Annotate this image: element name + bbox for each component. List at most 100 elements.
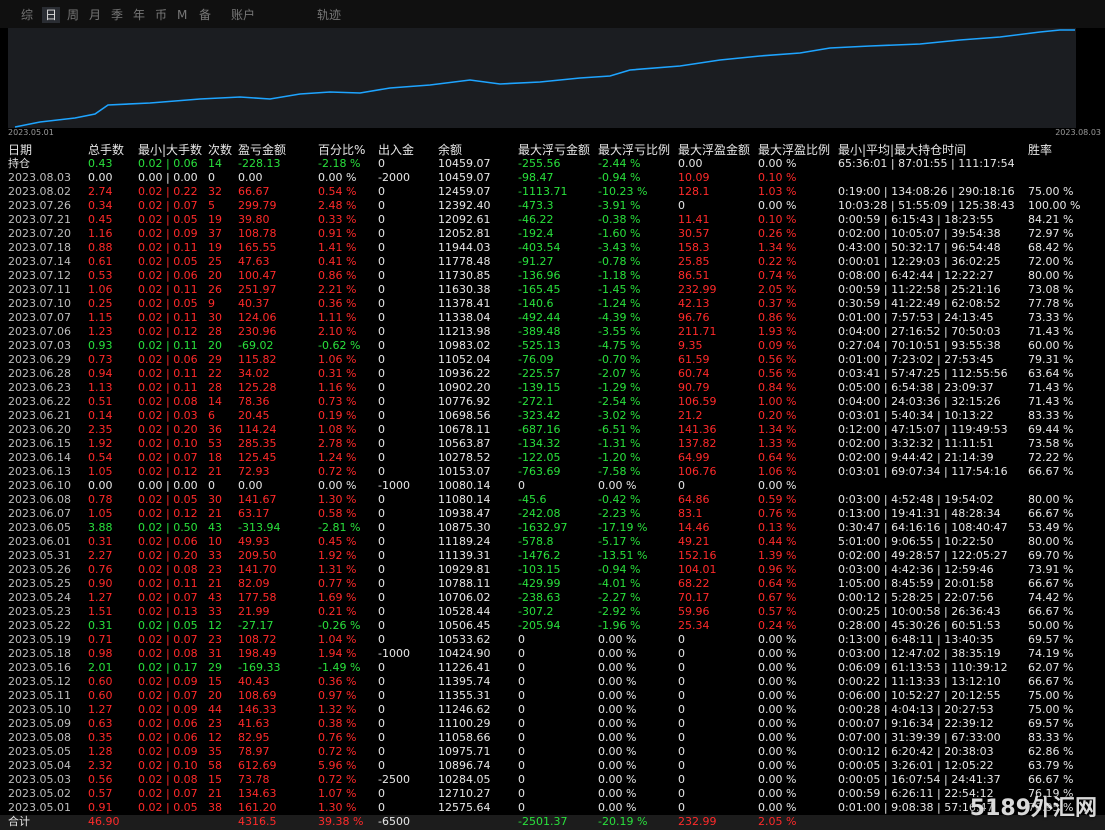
table-cell: 0.21 % [318, 605, 357, 618]
table-cell: 0.61 [88, 255, 113, 268]
table-cell: 11944.03 [438, 241, 491, 254]
row-date: 2023.05.10 [8, 703, 71, 716]
table-cell: 60.74 [678, 367, 710, 380]
table-cell: -2.92 % [598, 605, 641, 618]
table-cell: 0 [518, 731, 525, 744]
table-cell: 0 [678, 661, 685, 674]
table-cell: 0.02 | 0.09 [138, 675, 198, 688]
table-cell: 0.00 % [758, 731, 797, 744]
table-cell: 0.13 % [758, 521, 797, 534]
table-cell: 0:07:00 | 31:39:39 | 67:33:00 [838, 731, 1001, 744]
tab[interactable]: 周 [67, 8, 80, 22]
table-cell: 1.15 [88, 311, 113, 324]
table-cell: 161.20 [238, 801, 277, 814]
table-cell: 0 [378, 269, 385, 282]
table-cell: 0 [378, 157, 385, 170]
tab[interactable]: 备 [199, 8, 212, 22]
table-cell: 0.36 % [318, 297, 357, 310]
row-date: 2023.05.09 [8, 717, 71, 730]
table-cell: 165.55 [238, 241, 277, 254]
table-cell: 0 [378, 759, 385, 772]
table-cell: -134.32 [518, 437, 561, 450]
tab[interactable]: 月 [89, 8, 102, 22]
table-cell: -45.6 [518, 493, 547, 506]
table-cell: 141.67 [238, 493, 277, 506]
table-cell: 12 [208, 731, 222, 744]
tab[interactable]: 季 [111, 8, 124, 22]
table-cell: 0.00 % [598, 801, 637, 814]
table-cell: 0.76 % [758, 507, 797, 520]
table-cell: 84.21 % [1028, 213, 1074, 226]
table-cell: 10788.11 [438, 577, 491, 590]
table-cell: 0.91 % [318, 227, 357, 240]
table-cell: 0 [378, 451, 385, 464]
tab[interactable]: 币 [155, 8, 168, 22]
table-cell: 0.14 [88, 409, 113, 422]
table-cell: 5.96 % [318, 759, 357, 772]
table-cell: 0 [678, 647, 685, 660]
table-cell: 152.16 [678, 549, 717, 562]
table-cell: -307.2 [518, 605, 554, 618]
table-cell: 78.97 [238, 745, 270, 758]
table-cell: 0.02 | 0.07 [138, 451, 198, 464]
tab[interactable]: 账户 [231, 8, 256, 22]
table-cell: 53 [208, 437, 222, 450]
table-cell: -46.22 [518, 213, 554, 226]
row-date: 持仓 [8, 157, 30, 170]
table-cell: 0.00 % [598, 745, 637, 758]
column-header: 余额 [438, 143, 463, 157]
table-cell: 0 [378, 633, 385, 646]
table-cell: 0.97 % [318, 689, 357, 702]
table-cell: 10:03:28 | 51:55:09 | 125:38:43 [838, 199, 1015, 212]
table-cell: 1.31 % [318, 563, 357, 576]
row-date: 2023.06.22 [8, 395, 71, 408]
table-cell: 2.74 [88, 185, 113, 198]
table-cell: 2.48 % [318, 199, 357, 212]
table-cell: 10528.44 [438, 605, 491, 618]
table-cell: 1.92 [88, 437, 113, 450]
table-cell: 73.91 % [1028, 563, 1074, 576]
table-cell: 83.1 [678, 507, 703, 520]
table-cell: 0:03:00 | 12:47:02 | 38:35:19 [838, 647, 1001, 660]
table-cell: 44 [208, 703, 222, 716]
table-cell: 10506.45 [438, 619, 491, 632]
row-date: 2023.05.12 [8, 675, 71, 688]
table-cell: 0 [518, 647, 525, 660]
table-cell: -91.27 [518, 255, 554, 268]
column-header: 胜率 [1028, 143, 1053, 157]
tab[interactable]: 年 [133, 8, 146, 22]
table-cell: 0:00:59 | 11:22:58 | 25:21:16 [838, 283, 1001, 296]
table-cell: 0.02 | 0.09 [138, 703, 198, 716]
total-cell: 2.05 % [758, 815, 797, 828]
table-cell: 141.70 [238, 563, 277, 576]
table-cell: -1.45 % [598, 283, 641, 296]
table-cell: 0 [518, 479, 525, 492]
table-cell: 0:06:09 | 61:13:53 | 110:39:12 [838, 661, 1008, 674]
tab[interactable]: M [177, 8, 188, 22]
row-date: 2023.06.21 [8, 409, 71, 422]
table-cell: -103.15 [518, 563, 561, 576]
column-header: 最大浮亏比例 [598, 143, 671, 157]
table-cell: 0.02 | 0.11 [138, 241, 198, 254]
table-cell: 0.02 | 0.08 [138, 563, 198, 576]
row-date: 2023.07.20 [8, 227, 71, 240]
table-cell: 0.26 % [758, 227, 797, 240]
table-cell: 0.71 [88, 633, 113, 646]
table-cell: 0.02 | 0.05 [138, 297, 198, 310]
table-cell: 69.70 % [1028, 549, 1074, 562]
table-cell: 0.24 % [758, 619, 797, 632]
tab[interactable]: 轨迹 [317, 8, 342, 22]
table-cell: 0:00:12 | 5:28:25 | 22:07:56 [838, 591, 994, 604]
tab[interactable]: 综 [21, 8, 34, 22]
table-cell: 0.02 | 0.11 [138, 311, 198, 324]
table-cell: -0.94 % [598, 563, 641, 576]
table-cell: 0 [378, 465, 385, 478]
table-cell: 72.93 [238, 465, 270, 478]
table-cell: -1.18 % [598, 269, 641, 282]
chart-start-date: 2023.05.01 [8, 128, 54, 137]
tab[interactable]: 日 [42, 7, 61, 23]
table-cell: 0:00:05 | 3:26:01 | 12:05:22 [838, 759, 994, 772]
table-cell: 1.93 % [758, 325, 797, 338]
table-cell: 73.58 % [1028, 437, 1074, 450]
table-cell: 1.03 % [758, 185, 797, 198]
